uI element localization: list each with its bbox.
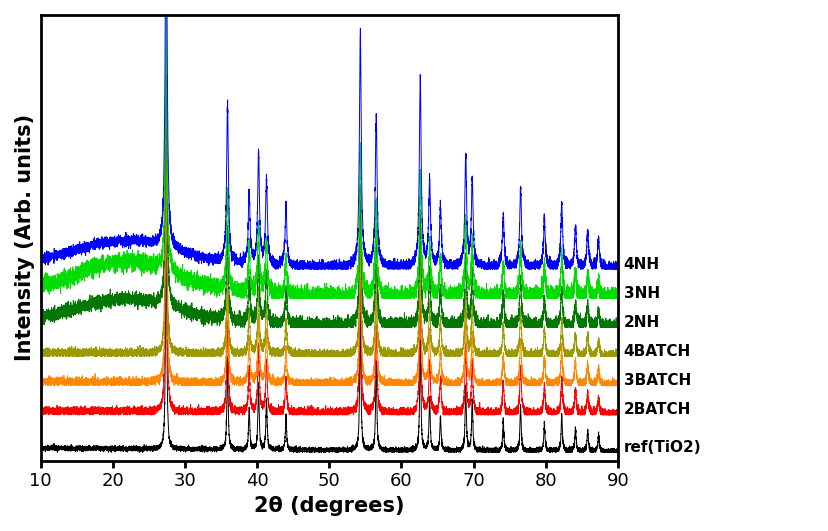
Text: 4BATCH: 4BATCH [623,344,691,359]
Text: ref(TiO2): ref(TiO2) [623,440,700,455]
X-axis label: 2θ (degrees): 2θ (degrees) [253,496,404,516]
Y-axis label: Intensity (Arb. units): Intensity (Arb. units) [15,114,35,362]
Text: 2BATCH: 2BATCH [623,402,691,417]
Text: 3BATCH: 3BATCH [623,373,691,388]
Text: 4NH: 4NH [623,256,659,271]
Text: 2NH: 2NH [623,315,659,330]
Text: 3NH: 3NH [623,286,659,301]
